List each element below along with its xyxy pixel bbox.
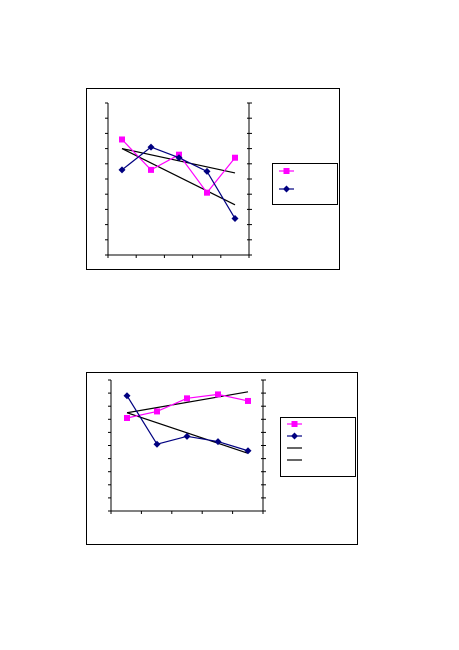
legend-marker-series-2 [291, 432, 298, 440]
legend-marker-series-1 [283, 168, 290, 174]
series-2-point [203, 167, 211, 175]
trendline-2 [126, 412, 249, 454]
series-2-point [118, 166, 126, 174]
series-1-point [215, 391, 221, 398]
legend-box [272, 163, 338, 205]
legend-marker-series-1 [291, 421, 298, 427]
chart-2 [86, 372, 358, 545]
legend-box [280, 417, 356, 477]
series-1-point [204, 189, 210, 196]
series-1-point [232, 154, 238, 161]
series-2-point [214, 438, 222, 446]
trendline-1 [121, 148, 236, 174]
series-1-point [154, 408, 160, 415]
series-2-point [153, 440, 161, 448]
series-1-point [119, 136, 125, 143]
series-2-point [123, 392, 131, 400]
series-2-point [183, 432, 191, 440]
series-1-point [124, 414, 130, 421]
series-1-point [245, 397, 251, 404]
series-2-point [244, 447, 252, 455]
series-1-point [184, 395, 190, 402]
series-2-point [175, 154, 183, 162]
series-2-point [147, 143, 155, 151]
series-2-point [231, 215, 239, 223]
trendline-1 [126, 391, 249, 414]
chart-1 [86, 88, 340, 270]
legend-marker-series-2 [283, 185, 290, 193]
trendline-2 [121, 148, 236, 206]
series-1-point [148, 166, 154, 173]
